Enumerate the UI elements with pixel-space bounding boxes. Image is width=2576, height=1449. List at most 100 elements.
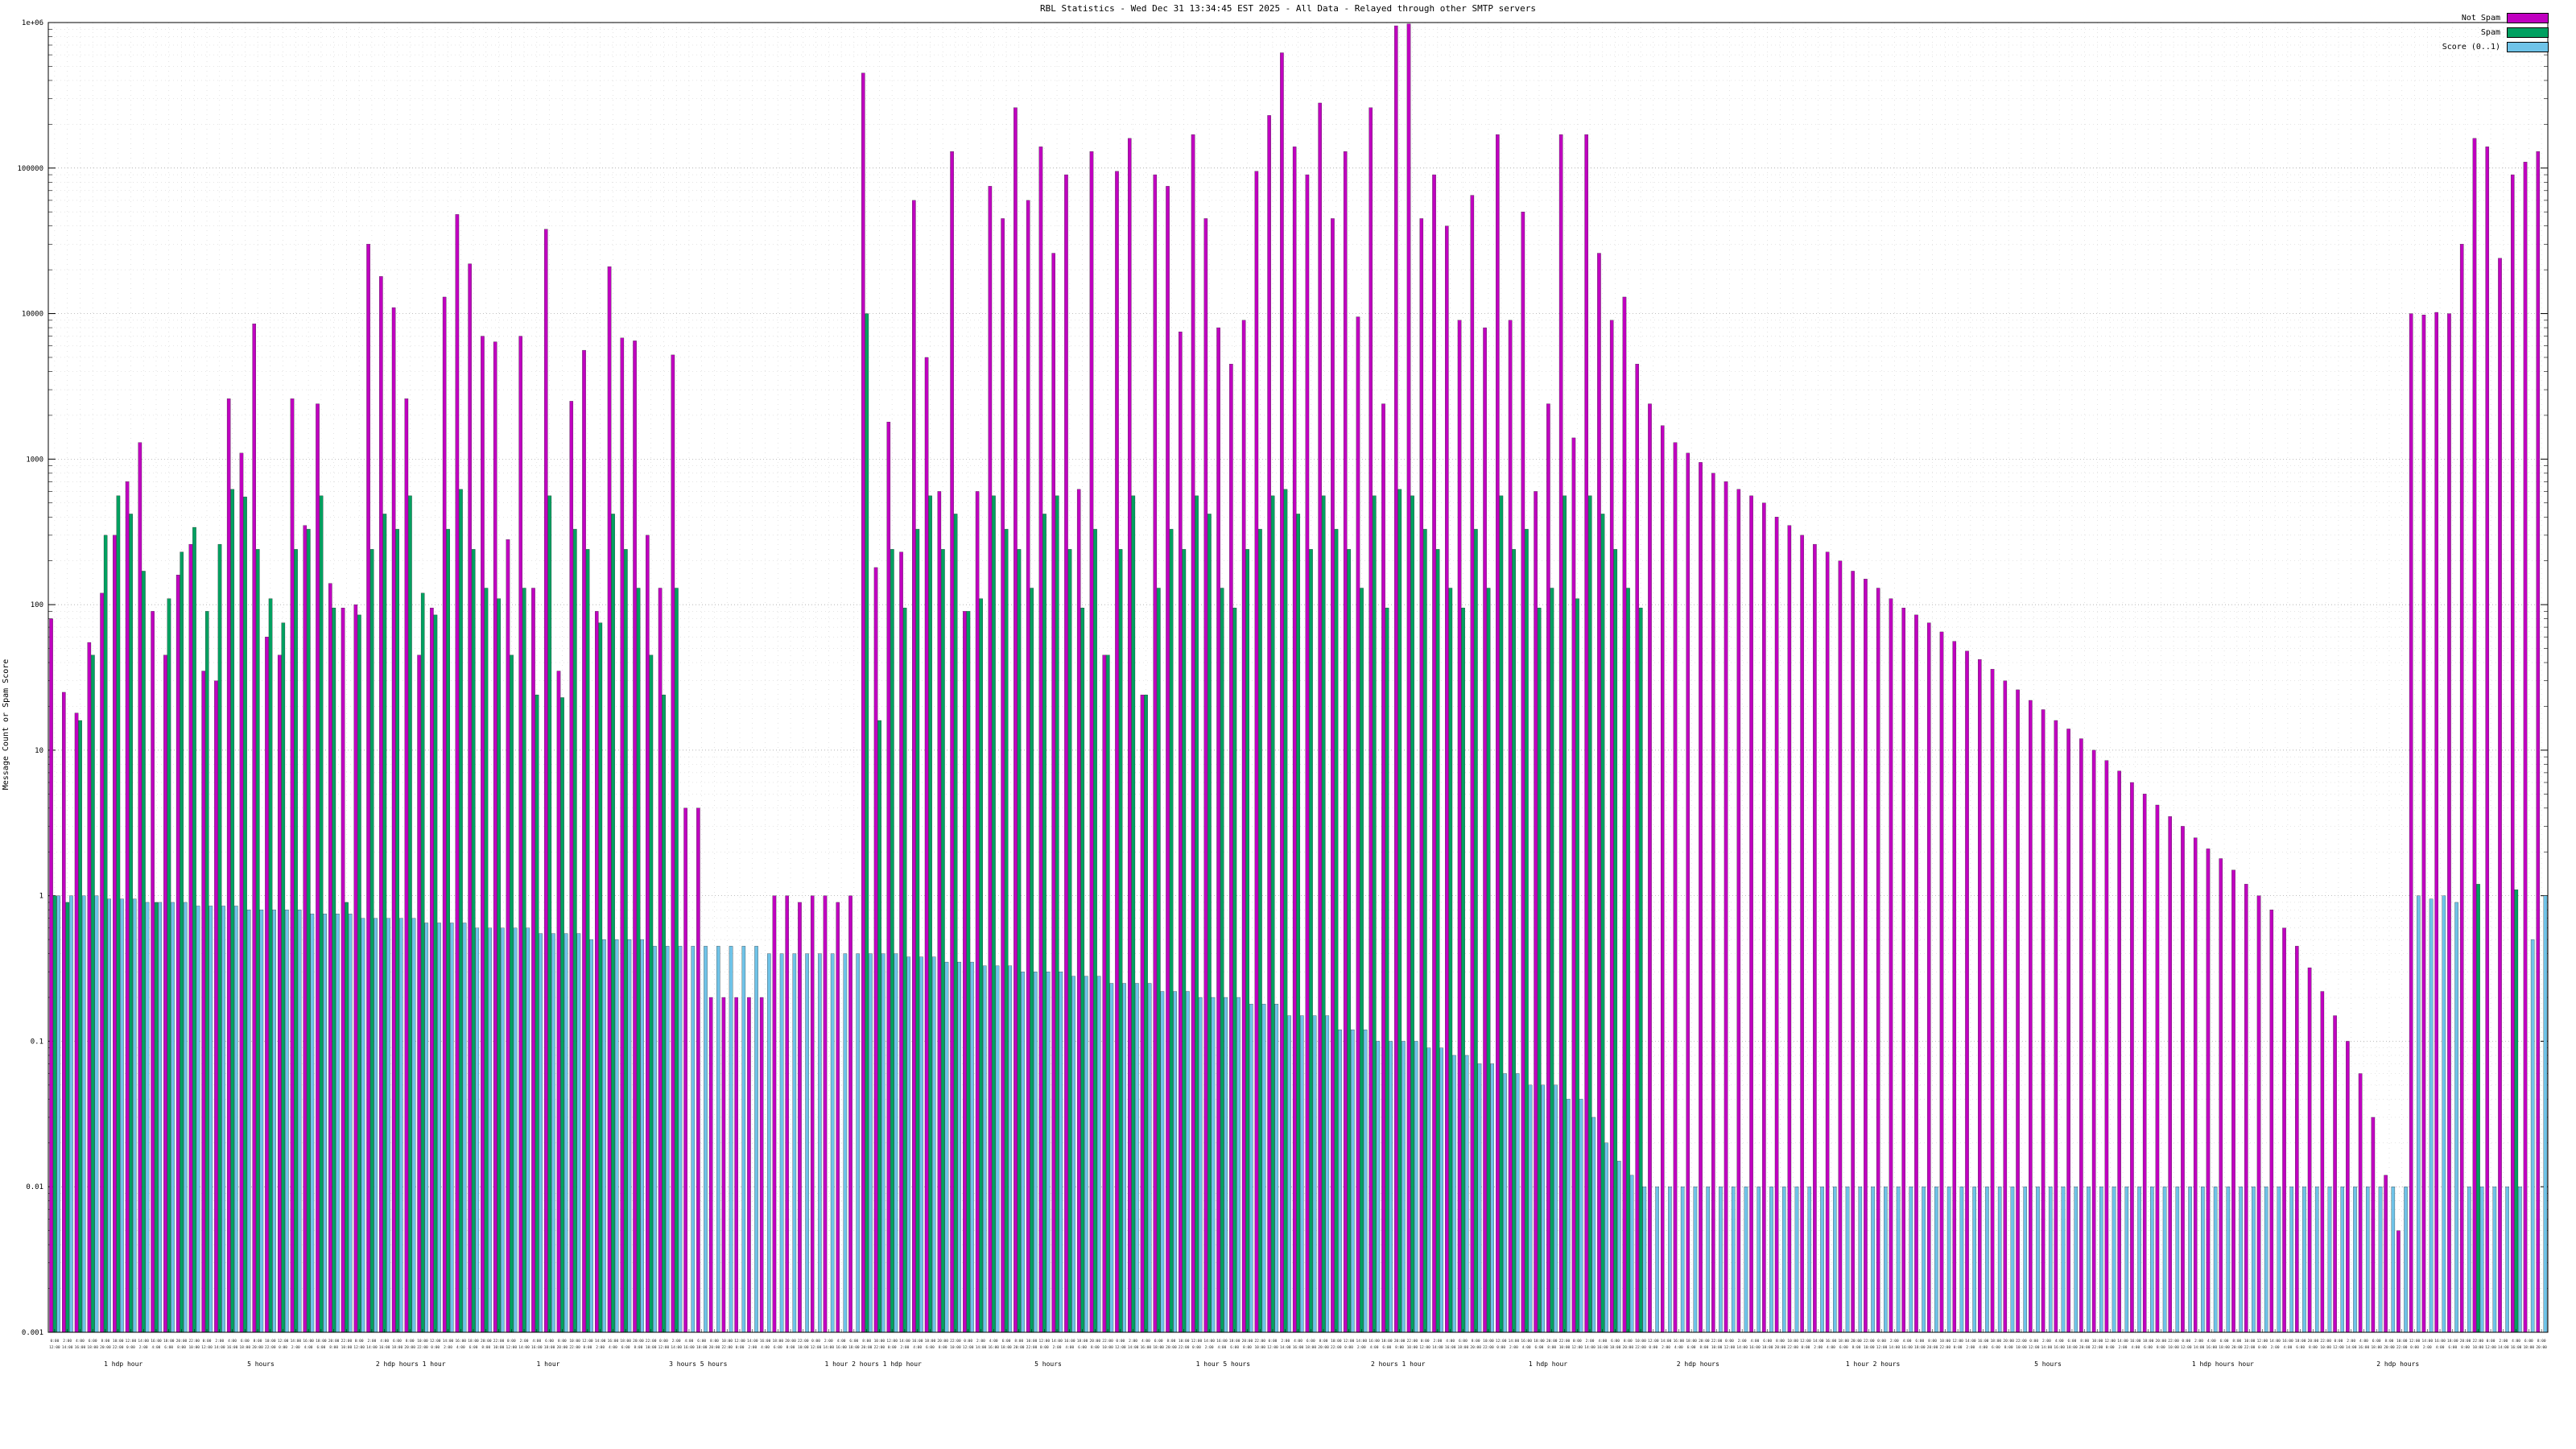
x-tick-label: 22:00 (417, 1345, 428, 1350)
x-tick-label: 8:00 (2537, 1339, 2546, 1344)
bar-spam (1448, 588, 1453, 1333)
x-tick-label: 20:00 (633, 1339, 644, 1344)
bar-not-spam (2447, 313, 2451, 1333)
y-tick-label: 0.01 (26, 1183, 43, 1191)
x-tick-label: 20:00 (709, 1345, 720, 1350)
bar-not-spam (1241, 320, 1246, 1333)
x-tick-label: 0:00 (736, 1345, 745, 1350)
x-tick-label: 20:00 (1546, 1339, 1558, 1344)
bar-not-spam (518, 336, 522, 1333)
x-tick-label: 20:00 (861, 1345, 873, 1350)
x-tick-label: 22:00 (798, 1339, 809, 1344)
bar-not-spam (1051, 253, 1055, 1333)
x-tick-label: 6:00 (2296, 1345, 2305, 1350)
bar-spam (941, 549, 945, 1333)
bar-spam (1030, 588, 1034, 1333)
bar-score-0-1- (488, 927, 492, 1333)
bar-score-0-1- (1833, 1187, 1837, 1333)
bar-spam (1283, 489, 1288, 1333)
x-tick-label: 14:00 (1051, 1339, 1063, 1344)
bar-not-spam (1571, 437, 1576, 1333)
x-tick-label: 22:00 (1331, 1345, 1342, 1350)
bar-not-spam (708, 997, 713, 1333)
x-tick-label: 20:00 (404, 1345, 415, 1350)
bar-not-spam (1026, 200, 1030, 1333)
bar-not-spam (836, 902, 840, 1333)
bar-not-spam (848, 895, 852, 1333)
bar-score-0-1- (2150, 1187, 2154, 1333)
x-tick-label: 20:00 (937, 1339, 948, 1344)
x-tick-label: 16:00 (1901, 1345, 1913, 1350)
x-tick-label: 4:00 (1446, 1339, 1455, 1344)
x-tick-label: 12:00 (1952, 1339, 1963, 1344)
x-tick-label: 10:00 (113, 1339, 124, 1344)
bar-not-spam (1013, 107, 1018, 1333)
x-tick-label: 10:00 (1102, 1345, 1113, 1350)
bar-score-0-1- (1896, 1187, 1901, 1333)
bar-not-spam (1724, 481, 1728, 1333)
x-tick-label: 0:00 (431, 1345, 440, 1350)
x-tick-label: 14:00 (976, 1345, 987, 1350)
x-tick-label: 16:00 (2054, 1345, 2065, 1350)
bar-score-0-1- (716, 946, 720, 1333)
bar-score-0-1- (653, 946, 657, 1333)
bar-not-spam (1331, 218, 1335, 1333)
bar-score-0-1- (221, 906, 225, 1333)
x-tick-label: 18:00 (1762, 1345, 1773, 1350)
bar-not-spam (303, 525, 308, 1333)
bar-score-0-1- (970, 961, 974, 1333)
x-tick-label: 12:00 (734, 1339, 745, 1344)
bar-not-spam (201, 671, 205, 1333)
bar-not-spam (1864, 579, 1868, 1333)
bar-not-spam (138, 442, 142, 1333)
x-tick-label: 14:00 (1509, 1339, 1520, 1344)
x-tick-label: 18:00 (2143, 1339, 2154, 1344)
bar-not-spam (620, 337, 625, 1333)
bar-spam (129, 514, 133, 1333)
bar-spam (547, 495, 552, 1333)
x-tick-label: 16:00 (2511, 1345, 2522, 1350)
bar-not-spam (2130, 782, 2134, 1333)
bar-score-0-1- (551, 933, 555, 1333)
bar-score-0-1- (501, 927, 505, 1333)
x-tick-label: 0:00 (1269, 1339, 1278, 1344)
x-tick-label: 20:00 (785, 1339, 796, 1344)
bar-not-spam (2333, 1015, 2337, 1333)
bar-spam (522, 588, 526, 1333)
bar-score-0-1- (818, 953, 822, 1333)
x-tick-label: 20:00 (1318, 1345, 1329, 1350)
x-tick-label: 18:00 (87, 1345, 98, 1350)
y-tick-label: 10 (35, 747, 43, 755)
bar-score-0-1- (1046, 972, 1051, 1333)
x-tick-label: 14:00 (2041, 1345, 2053, 1350)
x-tick-label: 8:00 (2461, 1345, 2470, 1350)
x-tick-label: 2:00 (2347, 1339, 2355, 1344)
bar-score-0-1- (285, 910, 289, 1333)
bar-not-spam (2231, 869, 2235, 1333)
bar-score-0-1- (526, 927, 530, 1333)
bar-score-0-1- (1567, 1099, 1571, 1333)
bar-spam (1208, 514, 1212, 1333)
x-tick-label: 14:00 (595, 1339, 606, 1344)
bar-spam (1373, 495, 1377, 1333)
bar-spam (915, 529, 920, 1333)
bar-spam (433, 614, 438, 1333)
bar-spam (446, 529, 450, 1333)
x-tick-label: 2:00 (1966, 1345, 1975, 1350)
x-tick-label: 4:00 (1294, 1339, 1302, 1344)
x-tick-label: 16:00 (455, 1339, 466, 1344)
bar-not-spam (988, 186, 993, 1333)
x-tick-label: 22:00 (1635, 1345, 1646, 1350)
bar-spam (319, 495, 324, 1333)
bar-score-0-1- (1909, 1187, 1913, 1333)
bar-score-0-1- (1008, 965, 1013, 1333)
bar-score-0-1- (1122, 983, 1126, 1333)
y-tick-label: 100000 (17, 165, 43, 173)
bar-not-spam (1711, 473, 1715, 1333)
bar-spam (1486, 588, 1491, 1333)
bar-not-spam (633, 341, 637, 1333)
x-tick-label: 18:00 (773, 1339, 784, 1344)
x-tick-label: 14:00 (2346, 1345, 2357, 1350)
x-tick-label: 22:00 (2473, 1339, 2484, 1344)
bar-not-spam (2421, 314, 2426, 1333)
